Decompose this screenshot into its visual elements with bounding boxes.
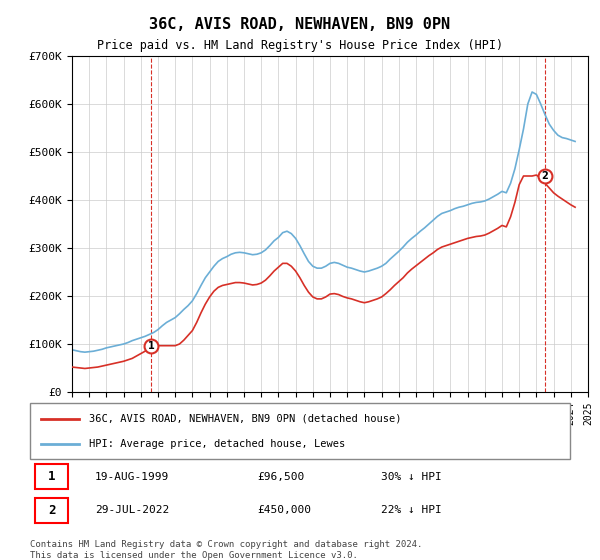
Text: 36C, AVIS ROAD, NEWHAVEN, BN9 0PN (detached house): 36C, AVIS ROAD, NEWHAVEN, BN9 0PN (detac… <box>89 414 402 424</box>
Text: 36C, AVIS ROAD, NEWHAVEN, BN9 0PN: 36C, AVIS ROAD, NEWHAVEN, BN9 0PN <box>149 17 451 32</box>
Text: 1: 1 <box>48 470 55 483</box>
Text: Price paid vs. HM Land Registry's House Price Index (HPI): Price paid vs. HM Land Registry's House … <box>97 39 503 52</box>
FancyBboxPatch shape <box>35 464 68 489</box>
Text: 1: 1 <box>148 340 155 351</box>
Text: 29-JUL-2022: 29-JUL-2022 <box>95 505 169 515</box>
FancyBboxPatch shape <box>35 497 68 523</box>
Text: 19-AUG-1999: 19-AUG-1999 <box>95 472 169 482</box>
Text: 30% ↓ HPI: 30% ↓ HPI <box>381 472 442 482</box>
Text: £96,500: £96,500 <box>257 472 304 482</box>
Text: HPI: Average price, detached house, Lewes: HPI: Average price, detached house, Lewe… <box>89 438 346 449</box>
Text: £450,000: £450,000 <box>257 505 311 515</box>
Text: 22% ↓ HPI: 22% ↓ HPI <box>381 505 442 515</box>
Text: 2: 2 <box>48 504 55 517</box>
Text: Contains HM Land Registry data © Crown copyright and database right 2024.
This d: Contains HM Land Registry data © Crown c… <box>30 540 422 560</box>
Text: 2: 2 <box>542 171 548 181</box>
FancyBboxPatch shape <box>30 403 570 459</box>
